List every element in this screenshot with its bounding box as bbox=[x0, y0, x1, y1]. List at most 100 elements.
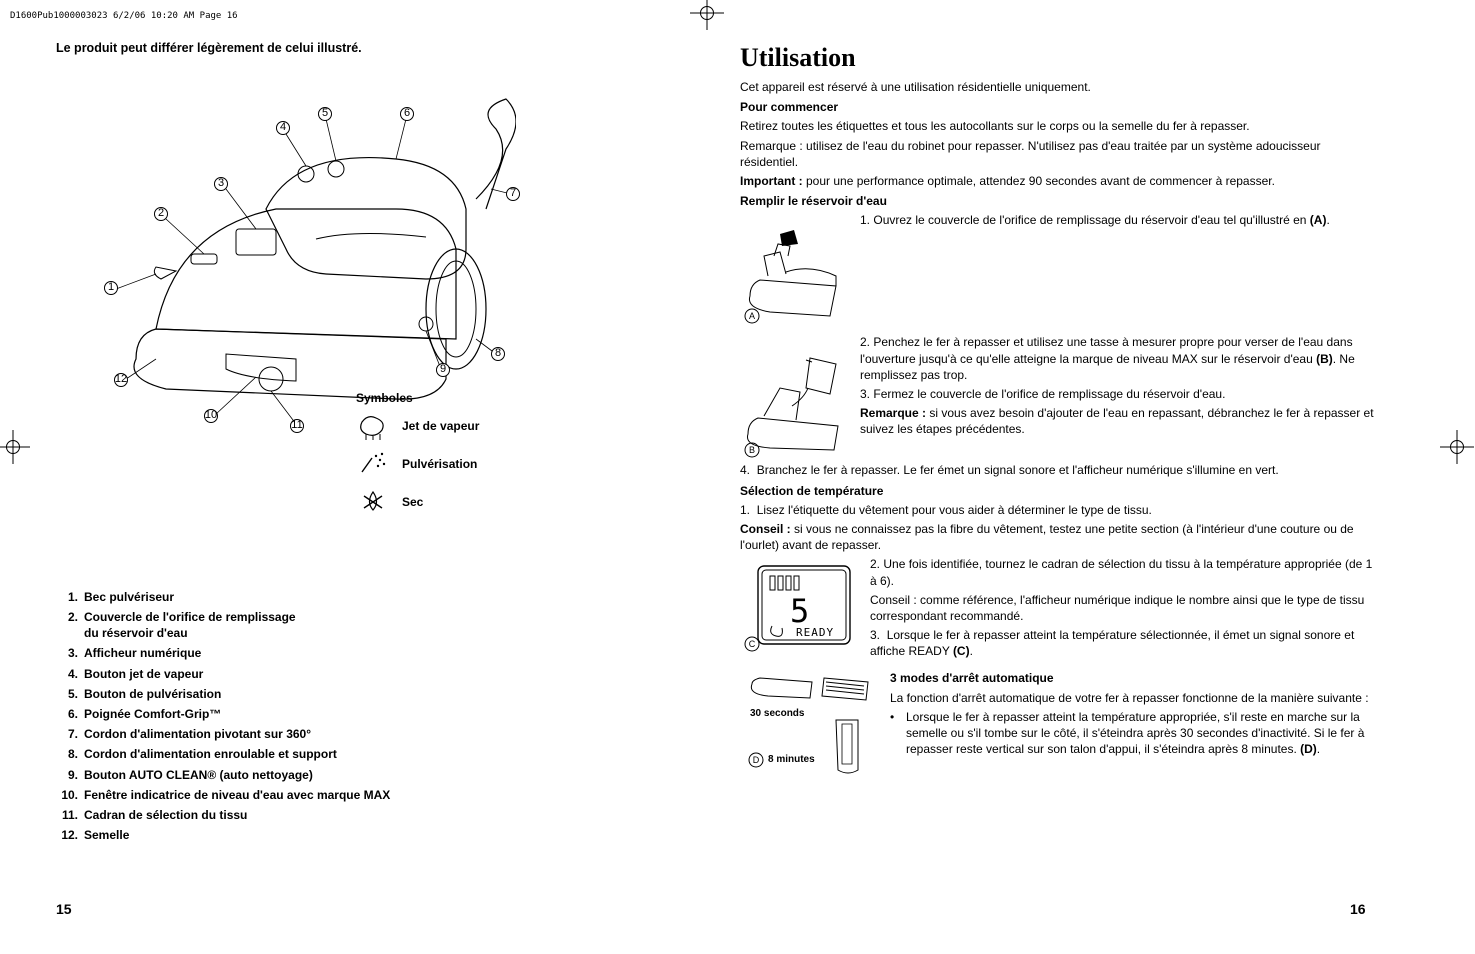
lcd-ready-text: READY bbox=[796, 626, 834, 639]
legend-item-7: 7. Cordon d'alimentation pivotant sur 360… bbox=[56, 726, 696, 742]
fill-step-1: 1. Ouvrez le couvercle de l'orifice de r… bbox=[860, 212, 1380, 231]
legend-item-4: 4. Bouton jet de vapeur bbox=[56, 666, 696, 682]
steam-burst-icon bbox=[356, 412, 390, 440]
remarque-rest: si vous avez besoin d'ajouter de l'eau e… bbox=[860, 406, 1374, 436]
step-text: Une fois identifiée, tournez le cadran d… bbox=[870, 557, 1372, 587]
figure-a: A bbox=[740, 216, 850, 326]
step-num: 1. bbox=[860, 213, 870, 227]
figure-c: 5 READY C bbox=[740, 560, 860, 656]
legend-text: Bec pulvériseur bbox=[84, 589, 174, 605]
symbol-dry: Sec bbox=[356, 488, 536, 516]
legend-num: 6. bbox=[56, 706, 78, 722]
auto-bullet-1: • Lorsque le fer à repasser atteint la t… bbox=[890, 709, 1380, 758]
step-text: Fermez le couvercle de l'orifice de remp… bbox=[873, 387, 1225, 401]
iron-svg bbox=[96, 79, 516, 439]
legend-num: 5. bbox=[56, 686, 78, 702]
legend-item-12: 12. Semelle bbox=[56, 827, 696, 843]
legend-item-11: 11.Cadran de sélection du tissu bbox=[56, 807, 696, 823]
fig-d-label: D bbox=[753, 755, 760, 765]
conseil-line: Conseil : si vous ne connaissez pas la f… bbox=[740, 521, 1380, 553]
callout-12: 12 bbox=[114, 373, 128, 387]
step-text: Penchez le fer à repasser et utilisez un… bbox=[860, 335, 1353, 365]
registration-mark-right bbox=[1440, 430, 1474, 464]
conseil-lead: Conseil : bbox=[740, 522, 794, 536]
symbol-steam-burst: Jet de vapeur bbox=[356, 412, 536, 440]
callout-8: 8 bbox=[491, 347, 505, 361]
step-num: 2. bbox=[870, 557, 880, 571]
callout-9: 9 bbox=[436, 363, 450, 377]
fig-ref: (A) bbox=[1310, 213, 1327, 227]
legend-text: Cordon d'alimentation pivotant sur 360° bbox=[84, 726, 311, 742]
legend-num: 2. bbox=[56, 609, 78, 641]
step-num: 3. bbox=[860, 387, 870, 401]
page-number-right: 16 bbox=[1350, 900, 1366, 919]
important-lead: Important : bbox=[740, 174, 806, 188]
legend-text: Bouton AUTO CLEAN® (auto nettoyage) bbox=[84, 767, 313, 783]
legend-item-3: 3.Afficheur numérique bbox=[56, 645, 696, 661]
legend-num: 7. bbox=[56, 726, 78, 742]
section-autooff-heading: 3 modes d'arrêt automatique bbox=[890, 670, 1380, 686]
important-line: Important : pour une performance optimal… bbox=[740, 173, 1380, 189]
legend-num: 1. bbox=[56, 589, 78, 605]
symbols-title: Symboles bbox=[356, 390, 536, 406]
bullet-icon: • bbox=[890, 709, 900, 758]
lcd-digit: 5 bbox=[790, 592, 809, 630]
fill-steps-2-3: 2. Penchez le fer à repasser et utilisez… bbox=[860, 334, 1380, 440]
callout-10: 10 bbox=[204, 409, 218, 423]
print-header: D1600Pub1000003023 6/2/06 10:20 AM Page … bbox=[10, 10, 238, 22]
legend-text-line1: Couvercle de l'orifice de remplissage bbox=[84, 610, 296, 624]
legend-num: 3. bbox=[56, 645, 78, 661]
step-num: 4. bbox=[740, 463, 750, 477]
legend-text: Bouton jet de vapeur bbox=[84, 666, 203, 682]
iron-diagram: 1 2 3 4 5 6 7 8 9 10 11 12 bbox=[96, 79, 516, 439]
step-num: 2. bbox=[860, 335, 870, 349]
page-left: Le produit peut différer légèrement de c… bbox=[56, 40, 696, 847]
legend-text: Bouton de pulvérisation bbox=[84, 686, 221, 702]
legend-item-8: 8.Cordon d'alimentation enroulable et su… bbox=[56, 746, 696, 762]
legend-text: Poignée Comfort-Grip™ bbox=[84, 706, 221, 722]
spray-icon bbox=[356, 450, 390, 478]
callout-2: 2 bbox=[154, 207, 168, 221]
legend-item-10: 10.Fenêtre indicatrice de niveau d'eau a… bbox=[56, 787, 696, 803]
remarque-line: Remarque : si vous avez besoin d'ajouter… bbox=[860, 405, 1380, 437]
step-end: . bbox=[970, 644, 973, 658]
symbol-spray: Pulvérisation bbox=[356, 450, 536, 478]
bullet-end: . bbox=[1317, 742, 1320, 756]
legend-text: Couvercle de l'orifice de remplissagedu … bbox=[84, 609, 296, 641]
step-end: . bbox=[1326, 213, 1329, 227]
fig-ref: (B) bbox=[1316, 352, 1333, 366]
callout-1: 1 bbox=[104, 281, 118, 295]
legend-item-9: 9. Bouton AUTO CLEAN® (auto nettoyage) bbox=[56, 767, 696, 783]
legend-num: 9. bbox=[56, 767, 78, 783]
symbols-block: Symboles Jet de vapeur Pulvérisation Sec bbox=[356, 390, 536, 526]
step-num: 1. bbox=[740, 503, 750, 517]
bullet-text: Lorsque le fer à repasser atteint la tem… bbox=[906, 709, 1380, 758]
callout-11: 11 bbox=[290, 419, 304, 433]
legend-item-1: 1. Bec pulvériseur bbox=[56, 589, 696, 605]
callout-5: 5 bbox=[318, 107, 332, 121]
legend-text: Semelle bbox=[84, 827, 129, 843]
temp-steps-2-3: 2. Une fois identifiée, tournez le cadra… bbox=[870, 556, 1380, 662]
legend-num: 11. bbox=[56, 807, 78, 823]
page-title: Utilisation bbox=[740, 40, 1380, 75]
start-p2: Remarque : utilisez de l'eau du robinet … bbox=[740, 138, 1380, 170]
legend-text: Fenêtre indicatrice de niveau d'eau avec… bbox=[84, 787, 390, 803]
important-rest: pour une performance optimale, attendez … bbox=[806, 174, 1275, 188]
figure-d: 30 seconds 8 minutes D bbox=[740, 670, 880, 780]
section-fill-heading: Remplir le réservoir d'eau bbox=[740, 193, 1380, 209]
fig-a-label: A bbox=[749, 311, 755, 321]
step-num: 3. bbox=[870, 628, 880, 642]
fig-c-label: C bbox=[749, 639, 756, 649]
bullet-body: Lorsque le fer à repasser atteint la tem… bbox=[906, 710, 1364, 756]
intro-text: Cet appareil est réservé à une utilisati… bbox=[740, 79, 1380, 95]
temp-advice: Conseil : comme référence, l'afficheur n… bbox=[870, 592, 1380, 624]
legend-item-5: 5. Bouton de pulvérisation bbox=[56, 686, 696, 702]
figure-b: B bbox=[740, 338, 850, 458]
step-text: Lorsque le fer à repasser atteint la tem… bbox=[870, 628, 1354, 658]
step-text: Ouvrez le couvercle de l'orifice de remp… bbox=[873, 213, 1309, 227]
section-temp-heading: Sélection de température bbox=[740, 483, 1380, 499]
registration-mark-left bbox=[0, 430, 30, 464]
legend-num: 4. bbox=[56, 666, 78, 682]
legend-num: 12. bbox=[56, 827, 78, 843]
symbol-dry-label: Sec bbox=[402, 494, 423, 510]
